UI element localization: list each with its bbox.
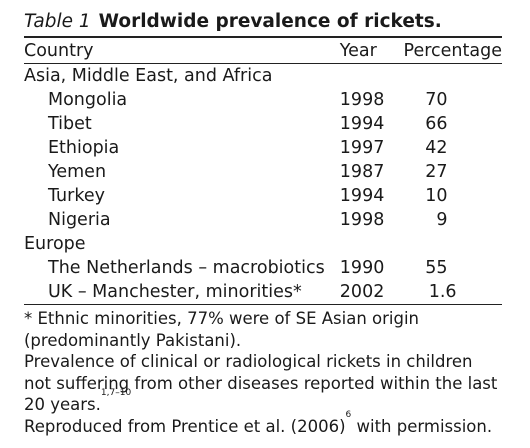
cell-percentage: 55 bbox=[425, 258, 448, 278]
cell-year: 1998 bbox=[339, 210, 385, 230]
top-rule bbox=[24, 36, 502, 38]
cell-percentage: 9 bbox=[436, 210, 448, 230]
cell-year: 1990 bbox=[339, 258, 385, 278]
cell-country: Tibet bbox=[48, 114, 92, 134]
table-row: Tibet 1994 66 bbox=[24, 112, 502, 136]
cell-percentage: 10 bbox=[425, 186, 448, 206]
table-row: Turkey 1994 10 bbox=[24, 184, 502, 208]
group-label: Europe bbox=[24, 234, 86, 254]
header-row: Country Year Percentage bbox=[24, 38, 502, 64]
cell-country: The Netherlands – macrobiotics bbox=[48, 258, 325, 278]
group-row-europe: Europe bbox=[24, 232, 502, 256]
table-row: Nigeria 1998 9 bbox=[24, 208, 502, 232]
cell-percentage: 42 bbox=[425, 138, 448, 158]
bottom-rule bbox=[24, 304, 502, 305]
cell-percentage: 70 bbox=[425, 90, 448, 110]
table-figure: Table 1 Worldwide prevalence of rickets. … bbox=[24, 10, 502, 437]
cell-year: 1987 bbox=[339, 162, 385, 182]
column-header-country: Country bbox=[24, 40, 94, 61]
cell-year: 1997 bbox=[339, 138, 385, 158]
cell-year: 1998 bbox=[339, 90, 385, 110]
cell-country: Turkey bbox=[48, 186, 105, 206]
cell-percentage: 1.6 bbox=[428, 282, 457, 302]
cell-country: UK – Manchester, minorities* bbox=[48, 282, 302, 302]
cell-country: Mongolia bbox=[48, 90, 128, 110]
cell-percentage: 27 bbox=[425, 162, 448, 182]
cell-percentage: 66 bbox=[425, 114, 448, 134]
table-row: Ethiopia 1997 42 bbox=[24, 136, 502, 160]
cell-country: Ethiopia bbox=[48, 138, 120, 158]
cell-country: Nigeria bbox=[48, 210, 111, 230]
header-rule bbox=[24, 63, 502, 64]
footnote-prevalence-refs: 1,7–10 bbox=[100, 388, 132, 398]
cell-year: 2002 bbox=[339, 282, 385, 302]
table-row: UK – Manchester, minorities* 2002 1.6 bbox=[24, 280, 502, 304]
footnote-reproduced: Reproduced from Prentice et al. (2006)6 … bbox=[24, 410, 502, 438]
cell-year: 1994 bbox=[339, 186, 385, 206]
footnote-prevalence: Prevalence of clinical or radiological r… bbox=[24, 351, 502, 416]
column-header-year: Year bbox=[339, 40, 377, 61]
column-header-percentage: Percentage bbox=[403, 40, 502, 61]
table-footnotes: * Ethnic minorities, 77% were of SE Asia… bbox=[24, 308, 502, 437]
footnote-asterisk: * Ethnic minorities, 77% were of SE Asia… bbox=[24, 309, 420, 350]
rickets-table: Country Year Percentage Asia, Middle Eas… bbox=[24, 38, 502, 304]
footnote-prevalence-text: Prevalence of clinical or radiological r… bbox=[24, 352, 498, 414]
table-caption: Table 1 Worldwide prevalence of rickets. bbox=[24, 10, 502, 36]
table-number: Table 1 bbox=[24, 11, 91, 32]
cell-country: Yemen bbox=[48, 162, 107, 182]
table-row: Mongolia 1998 70 bbox=[24, 88, 502, 112]
table-row: Yemen 1987 27 bbox=[24, 160, 502, 184]
footnote-reproduced-suffix: with permission. bbox=[351, 416, 493, 436]
footnote-reproduced-text: Reproduced from Prentice et al. (2006) bbox=[24, 416, 346, 436]
group-label: Asia, Middle East, and Africa bbox=[24, 66, 273, 86]
footnote-reproduced-ref: 6 bbox=[345, 409, 352, 420]
cell-year: 1994 bbox=[339, 114, 385, 134]
group-row-asia: Asia, Middle East, and Africa bbox=[24, 64, 502, 88]
table-title: Worldwide prevalence of rickets. bbox=[98, 11, 442, 32]
table-row: The Netherlands – macrobiotics 1990 55 bbox=[24, 256, 502, 280]
